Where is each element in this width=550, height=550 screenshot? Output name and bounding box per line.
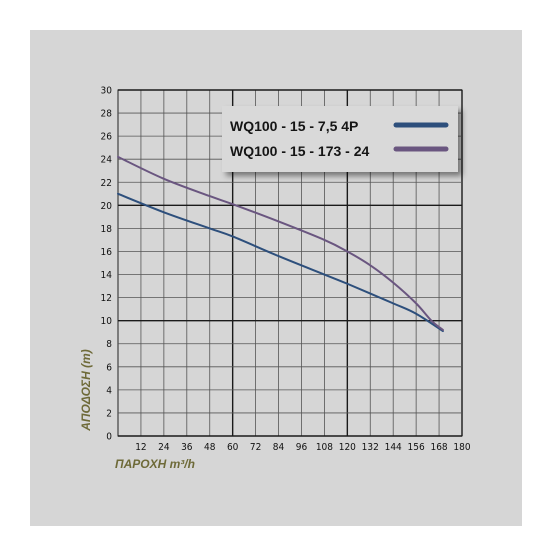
x-tick-label: 72 bbox=[250, 442, 261, 453]
legend-box bbox=[222, 106, 458, 172]
x-tick-label: 36 bbox=[181, 442, 193, 453]
x-tick-labels: 12 24 36 48 60 72 84 96 108 120 132 144 156 168 180 bbox=[135, 442, 471, 453]
x-axis-title: ΠΑΡΟΧΗ m³/h bbox=[115, 457, 195, 471]
y-tick-label: 22 bbox=[101, 178, 112, 189]
x-tick-label: 144 bbox=[385, 442, 402, 453]
x-tick-label: 12 bbox=[135, 442, 146, 453]
y-tick-label: 6 bbox=[106, 362, 112, 373]
x-tick-label: 132 bbox=[362, 442, 379, 453]
legend: WQ100 - 15 - 7,5 4P WQ100 - 15 - 173 - 2… bbox=[222, 106, 458, 172]
x-tick-label: 96 bbox=[296, 442, 308, 453]
legend-label-series-2: WQ100 - 15 - 173 - 24 bbox=[230, 143, 370, 159]
y-tick-label: 30 bbox=[101, 86, 113, 97]
x-tick-label: 60 bbox=[227, 442, 239, 453]
x-tick-label: 180 bbox=[453, 442, 470, 453]
y-tick-label: 0 bbox=[106, 432, 112, 443]
x-tick-label: 108 bbox=[316, 442, 333, 453]
x-tick-label: 24 bbox=[158, 442, 170, 453]
y-axis-title: ΑΠΟΔΟΣΗ (m) bbox=[79, 349, 93, 432]
y-tick-label: 24 bbox=[101, 155, 113, 166]
x-tick-label: 120 bbox=[339, 442, 356, 453]
y-tick-label: 4 bbox=[106, 385, 112, 396]
legend-label-series-1: WQ100 - 15 - 7,5 4P bbox=[230, 118, 358, 134]
x-tick-label: 84 bbox=[273, 442, 285, 453]
series-line-2 bbox=[117, 155, 444, 331]
y-tick-label: 18 bbox=[101, 224, 113, 235]
series-line-1 bbox=[117, 192, 444, 333]
series-lines bbox=[117, 155, 444, 333]
y-tick-label: 10 bbox=[101, 316, 113, 327]
y-tick-label: 2 bbox=[106, 408, 112, 419]
y-tick-label: 12 bbox=[101, 293, 112, 304]
y-tick-label: 16 bbox=[101, 247, 113, 258]
y-tick-label: 26 bbox=[101, 132, 113, 143]
y-tick-label: 14 bbox=[101, 270, 113, 281]
y-tick-label: 28 bbox=[101, 109, 113, 120]
x-tick-label: 156 bbox=[408, 442, 425, 453]
x-tick-label: 168 bbox=[430, 442, 447, 453]
y-tick-label: 20 bbox=[101, 201, 113, 212]
x-tick-label: 48 bbox=[204, 442, 216, 453]
y-tick-label: 8 bbox=[106, 339, 112, 350]
